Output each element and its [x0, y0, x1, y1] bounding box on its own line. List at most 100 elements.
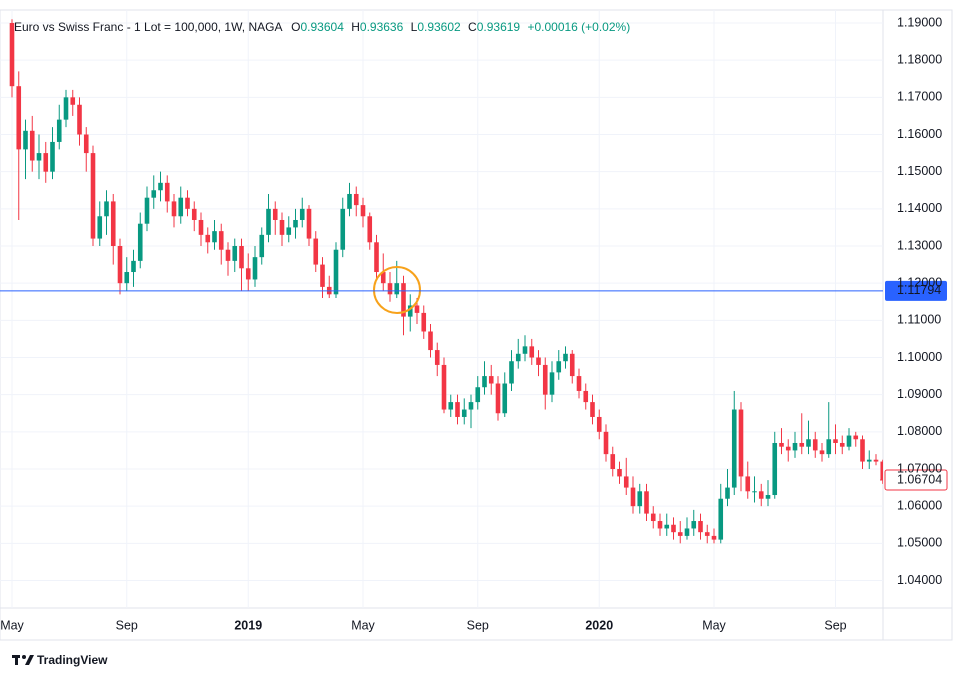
candle-body [266, 208, 271, 235]
candle-body [873, 459, 879, 462]
candle-body [104, 201, 109, 217]
candle-body [495, 383, 501, 414]
candle-body [482, 376, 487, 388]
y-tick-label: 1.07000 [897, 461, 942, 475]
candle-body [414, 305, 420, 313]
y-tick-label: 1.10000 [897, 350, 942, 364]
candle-body [644, 491, 649, 514]
candle-body [299, 208, 305, 220]
candle-body [819, 450, 825, 455]
candle-body [394, 283, 400, 295]
candle-body [812, 439, 818, 451]
candle-body [556, 361, 562, 373]
candle-body [596, 416, 602, 432]
overlay: 1.11794 1.06704 [0, 280, 948, 491]
candle-body [293, 219, 298, 228]
x-tick-label: 2020 [585, 618, 613, 632]
candle-body [43, 153, 49, 172]
candle-body [272, 208, 278, 220]
brand-logo: TradingView [12, 653, 108, 667]
candle-body [468, 402, 474, 410]
candle-body [313, 238, 319, 265]
candle-body [590, 402, 595, 417]
candle-body [401, 283, 406, 317]
legend: Euro vs Swiss Franc - 1 Lot = 100,000, 1… [14, 20, 630, 34]
y-tick-label: 1.12000 [897, 275, 942, 289]
candle-body [684, 528, 690, 536]
candle-body [380, 272, 386, 284]
symbol-title: Euro vs Swiss Franc - 1 Lot = 100,000, 1… [14, 20, 282, 34]
candle-body [745, 476, 751, 492]
change-value: +0.00016 (+0.02%) [527, 20, 630, 34]
candle-body [691, 521, 697, 529]
highlight-circle [373, 266, 421, 314]
candle-body [846, 435, 852, 447]
candle-body [806, 439, 811, 447]
candle-body [218, 231, 224, 250]
candle-body [677, 532, 683, 536]
candle-body [758, 491, 764, 499]
candle-body [29, 130, 35, 161]
candle-body [367, 216, 373, 243]
candle-body [353, 193, 359, 206]
candle-body [158, 182, 163, 191]
candle-body [515, 353, 521, 362]
candle-body [617, 468, 622, 477]
candle-body [583, 390, 589, 403]
candle-body [97, 216, 103, 239]
candle-body [603, 431, 609, 455]
candle-body [164, 182, 170, 202]
candle-body [286, 227, 292, 235]
candle-body [529, 346, 535, 358]
candle-body [475, 387, 481, 403]
x-tick-label: 2019 [234, 618, 262, 632]
y-tick-label: 1.05000 [897, 536, 942, 550]
candle-body [785, 446, 791, 451]
candle-body [144, 197, 150, 224]
candle-body [137, 223, 143, 261]
candle-body [50, 141, 55, 172]
candle-body [549, 372, 555, 395]
y-tick-label: 1.18000 [897, 52, 942, 66]
candle-body [799, 442, 805, 447]
candle-body [839, 442, 845, 447]
candle-body [185, 197, 190, 209]
candle-body [637, 491, 643, 507]
candle-body [792, 442, 798, 451]
candle-body [779, 442, 784, 447]
high-value: 0.93636 [360, 20, 404, 34]
candle-body [387, 283, 393, 295]
candle-body [16, 86, 22, 150]
y-tick-label: 1.19000 [897, 15, 942, 29]
open-value: 0.93604 [300, 20, 344, 34]
candle-body [83, 134, 89, 154]
candle-body [232, 246, 238, 261]
candle-body [56, 119, 62, 142]
candle-body [664, 524, 670, 529]
candle-body [576, 376, 582, 391]
last-price-label: 1.06704 [897, 472, 942, 486]
candle-body [441, 364, 447, 410]
candle-body [306, 208, 312, 239]
grid [0, 10, 883, 608]
candle-body [212, 231, 217, 243]
logo-shape [25, 655, 34, 665]
horizontal-line-tag [885, 280, 947, 301]
candle-body [711, 535, 717, 540]
y-tick-label: 1.06000 [897, 498, 942, 512]
candle-body [205, 234, 211, 243]
candle-body [259, 234, 265, 258]
candle-body [502, 383, 508, 414]
candle-body [124, 272, 130, 284]
candle-body [752, 491, 757, 493]
candle-body [650, 513, 656, 522]
candle-body [657, 521, 663, 529]
candle-body [151, 190, 157, 198]
candle-body [698, 521, 703, 533]
candle-body [245, 268, 251, 280]
candle-body [407, 305, 413, 317]
candle-body [347, 193, 352, 209]
y-tick-label: 1.14000 [897, 201, 942, 215]
candle-body [853, 435, 859, 440]
